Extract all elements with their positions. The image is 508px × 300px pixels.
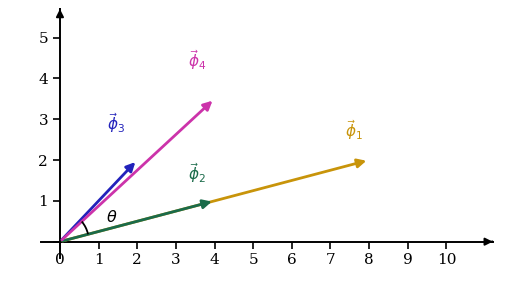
Text: $\vec{\phi}_2$: $\vec{\phi}_2$ [188,161,206,185]
Text: $\vec{\phi}_1$: $\vec{\phi}_1$ [345,118,363,142]
Text: $\theta$: $\theta$ [106,209,118,226]
Text: $\vec{\phi}_4$: $\vec{\phi}_4$ [188,48,206,72]
Text: $\vec{\phi}_3$: $\vec{\phi}_3$ [107,111,125,135]
